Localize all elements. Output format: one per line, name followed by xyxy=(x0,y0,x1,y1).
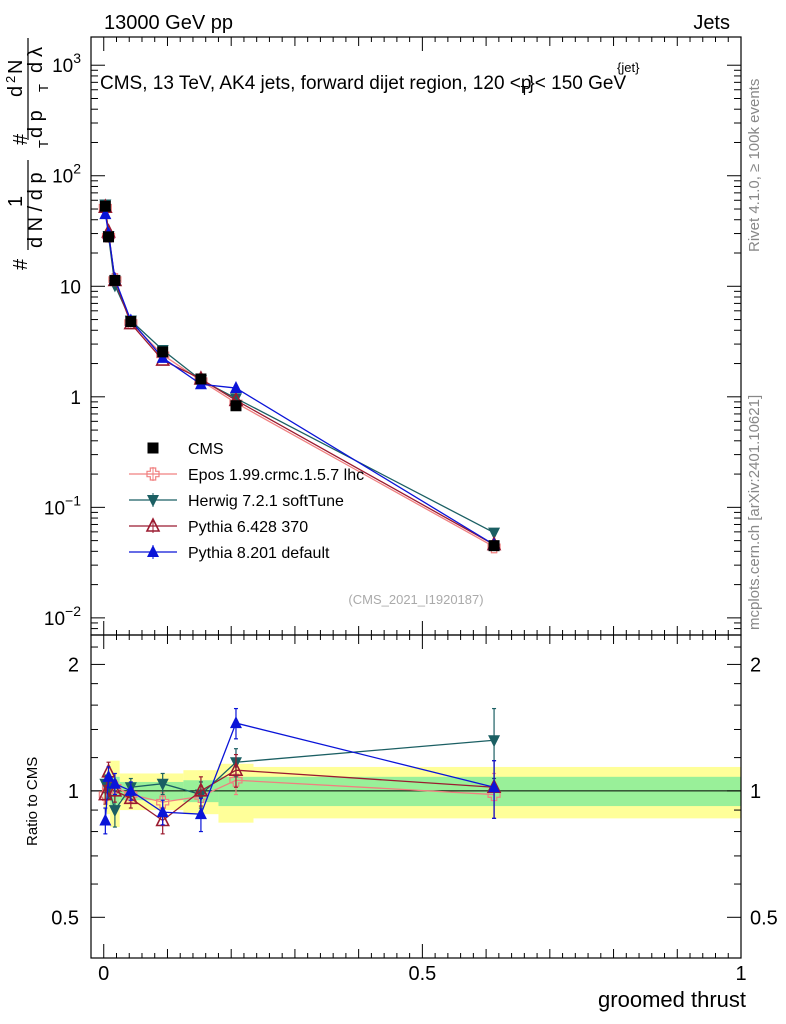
data-marker xyxy=(195,373,207,385)
series-marker xyxy=(488,780,501,793)
y-tick-label: 103 xyxy=(52,50,81,77)
legend-entry-2: Herwig 7.2.1 softTune xyxy=(129,493,344,510)
series-marker xyxy=(229,716,242,729)
y-tick-label: 10−2 xyxy=(44,603,81,630)
legend-label: Epos 1.99.crmc.1.5.7 lhc xyxy=(188,467,364,484)
ratio-series-3 xyxy=(99,707,501,835)
series-marker xyxy=(488,527,501,540)
legend-entry-0: CMS xyxy=(147,441,224,458)
series-marker xyxy=(146,467,160,481)
svg-text:d p: d p xyxy=(25,110,47,138)
legend: CMS Epos 1.99.crmc.1.5.7 lhc Herwig 7.2.1 … xyxy=(129,441,364,562)
x-tick-label: 0.5 xyxy=(408,963,436,985)
y-tick-label: 102 xyxy=(52,161,81,188)
series-marker xyxy=(108,805,121,818)
ratio-panel: 0 0.5 1 0.5 0.5 1 1 2 2 xyxy=(51,37,778,985)
series-marker xyxy=(229,393,242,406)
legend-label: CMS xyxy=(188,441,224,458)
series-marker xyxy=(147,545,159,557)
series-marker xyxy=(145,517,161,532)
legend-label: Pythia 6.428 370 xyxy=(188,519,308,536)
series-marker xyxy=(194,807,207,820)
svg-text:#: # xyxy=(10,133,32,145)
legend-label: Herwig 7.2.1 softTune xyxy=(188,493,344,510)
series-marker xyxy=(102,769,115,782)
ratio-y-tick-label-right: 0.5 xyxy=(750,907,778,929)
rivet-version-label: Rivet 4.1.0, ≥ 100k events xyxy=(746,79,763,252)
svg-text:d N / d p: d N / d p xyxy=(25,172,47,248)
series-marker xyxy=(193,782,209,797)
series-marker xyxy=(155,811,170,827)
analysis-watermark: (CMS_2021_I1920187) xyxy=(348,592,483,607)
svg-text:#: # xyxy=(10,258,32,270)
svg-text:N: N xyxy=(5,60,27,74)
svg-text:d: d xyxy=(25,62,47,73)
data-marker xyxy=(125,316,137,328)
series-marker xyxy=(147,495,159,507)
data-marker xyxy=(103,231,115,243)
ratio-frame xyxy=(90,634,742,959)
data-marker xyxy=(157,346,169,358)
ratio-y-tick-label-right: 2 xyxy=(750,654,761,676)
header-energy: 13000 GeV pp xyxy=(104,12,233,34)
legend-entry-1: Epos 1.99.crmc.1.5.7 lhc xyxy=(129,467,364,484)
ratio-y-tick-label: 2 xyxy=(68,654,79,676)
title-sub: T xyxy=(520,83,528,98)
series-marker xyxy=(229,381,242,394)
header-process: Jets xyxy=(693,12,730,34)
svg-text:CMS, 13 TeV, AK4 jets, forward: CMS, 13 TeV, AK4 jets, forward dijet reg… xyxy=(100,73,626,98)
ratio-y-tick-label: 0.5 xyxy=(51,907,79,929)
svg-text:λ: λ xyxy=(25,47,47,57)
title-pre: CMS, 13 TeV, AK4 jets, forward dijet reg… xyxy=(100,73,531,94)
x-tick-label: 0 xyxy=(98,963,109,985)
series-marker xyxy=(229,773,243,787)
svg-text:1: 1 xyxy=(5,196,27,207)
legend-entry-3: Pythia 6.428 370 xyxy=(129,517,308,536)
series-marker xyxy=(98,785,113,801)
chart-title: CMS, 13 TeV, AK4 jets, forward dijet reg… xyxy=(100,60,640,98)
series-marker xyxy=(156,778,169,791)
series-marker xyxy=(107,782,123,797)
y-tick-label: 10−1 xyxy=(44,492,81,519)
data-marker xyxy=(230,400,242,412)
y-tick-label: 1 xyxy=(70,388,81,409)
ratio-y-tick-label: 1 xyxy=(68,781,79,803)
series-marker xyxy=(99,813,112,826)
title-sup: {jet} xyxy=(617,60,640,75)
svg-text:d: d xyxy=(5,86,27,97)
data-marker xyxy=(109,274,121,286)
series-marker xyxy=(108,776,121,789)
x-axis-label: groomed thrust xyxy=(598,987,746,1012)
series-marker xyxy=(156,805,169,818)
ratio-y-tick-label-right: 1 xyxy=(750,781,761,803)
ratio-y-label: Ratio to CMS xyxy=(24,757,41,846)
svg-text:T: T xyxy=(36,84,51,92)
data-marker xyxy=(99,200,111,212)
mcplots-label: mcplots.cern.ch [arXiv:2401.10621] xyxy=(746,395,763,630)
y-axis-label: # 1 d N / d p T # d 2 N d p T d λ xyxy=(3,38,51,270)
svg-text:2: 2 xyxy=(3,76,18,83)
series-marker xyxy=(124,783,137,796)
data-marker xyxy=(147,442,159,454)
series-marker xyxy=(228,761,244,776)
series-1 xyxy=(99,199,501,540)
svg-text:T: T xyxy=(36,140,51,148)
legend-label: Pythia 8.201 default xyxy=(188,545,330,562)
series-marker xyxy=(156,795,170,809)
y-tick-label: 10 xyxy=(60,277,81,298)
data-points xyxy=(99,200,500,552)
series-marker xyxy=(123,789,139,805)
series-marker xyxy=(99,207,112,220)
data-marker xyxy=(488,540,500,552)
title-post: }< 150 GeV xyxy=(528,73,626,94)
legend-entry-4: Pythia 8.201 default xyxy=(129,545,330,562)
series-marker xyxy=(488,735,501,748)
main-panel: 10−2 10−1 1 10 102 103 xyxy=(44,36,742,636)
x-tick-label: 1 xyxy=(735,963,746,985)
